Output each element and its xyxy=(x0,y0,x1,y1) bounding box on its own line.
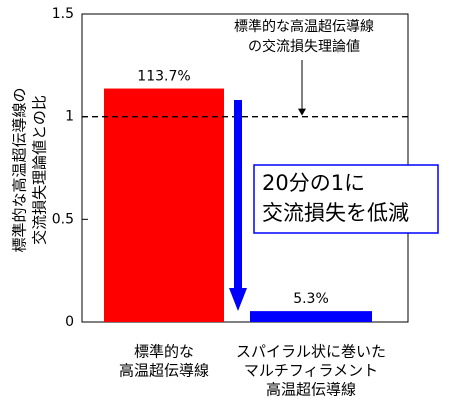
x-tick-label: 高温超伝導線 xyxy=(266,381,356,399)
reduction-arrow-shaft xyxy=(234,100,242,290)
y-tick-label: 1 xyxy=(65,109,74,125)
callout-text: 交流損失を低減 xyxy=(262,201,409,225)
bar xyxy=(104,88,224,322)
y-tick-label: 0 xyxy=(65,314,74,330)
x-tick-label: マルチフィラメント xyxy=(244,362,378,380)
y-tick-label: 1.5 xyxy=(52,6,74,22)
value-label: 113.7% xyxy=(137,69,190,85)
bar xyxy=(250,311,372,322)
reduction-arrow-head xyxy=(229,288,247,311)
callout-box xyxy=(253,164,439,234)
y-label-line: 標準的な高温超伝導線の xyxy=(11,87,29,252)
y-label-line: 交流損失理論値との比 xyxy=(31,95,49,245)
reference-pointer-head xyxy=(298,108,306,116)
callout-text: 20分の1に xyxy=(262,171,365,195)
x-tick-label: スパイラル状に巻いた xyxy=(236,343,386,361)
y-label: 標準的な高温超伝導線の 交流損失理論値との比 xyxy=(11,87,49,252)
reference-label: の交流損失理論値 xyxy=(248,38,360,55)
x-tick-label: 高温超伝導線 xyxy=(119,362,209,380)
y-tick-label: 0.5 xyxy=(52,211,74,227)
value-label: 5.3% xyxy=(293,291,329,307)
x-tick-label: 標準的な xyxy=(134,343,194,361)
reference-label: 標準的な高温超伝導線 xyxy=(234,18,374,35)
